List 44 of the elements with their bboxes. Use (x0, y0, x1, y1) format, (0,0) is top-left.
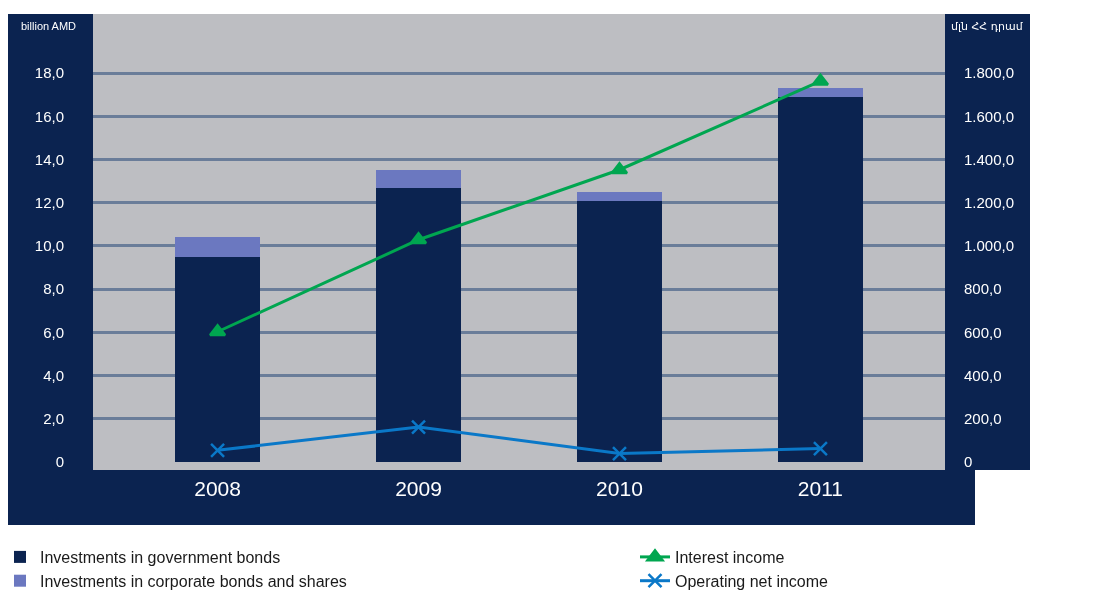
y2-tick-label: 1.600,0 (964, 107, 1015, 125)
bar (376, 187, 461, 462)
bar (175, 256, 260, 462)
y-tick-label: 8,0 (43, 280, 64, 298)
x-tick-label: 2009 (395, 477, 442, 500)
point (410, 419, 427, 435)
y2-tick-label: 0 (964, 453, 973, 471)
y-tick-label: 12,0 (34, 194, 64, 212)
y2-tick-label: 1.800,0 (964, 64, 1015, 82)
x-tick-label: 2010 (596, 477, 643, 500)
point (409, 231, 428, 245)
y2-tick-label: 800,0 (964, 280, 1002, 298)
y-tick-label: 16,0 (34, 107, 64, 125)
bar (175, 237, 260, 257)
bar (376, 170, 461, 188)
point (610, 161, 629, 175)
y2-axis-title: մլն ՀՀ դրամ (951, 20, 1024, 33)
y-tick-label: 2,0 (43, 410, 64, 428)
legend-label: Investments in corporate bonds and shares (40, 572, 347, 590)
y-tick-label: 6,0 (43, 323, 64, 341)
y-tick-label: 18,0 (34, 64, 64, 82)
y-tick-label: 4,0 (43, 366, 64, 384)
y-tick-label: 10,0 (34, 237, 64, 255)
y2-tick-label: 1.000,0 (964, 237, 1015, 255)
y-axis-title: billion AMD (21, 20, 77, 32)
legend-label: Operating net income (675, 572, 829, 590)
y2-tick-label: 1.400,0 (964, 150, 1015, 168)
bar (577, 191, 662, 201)
y2-tick-label: 400,0 (964, 366, 1002, 384)
bar (778, 88, 863, 97)
y2-tick-label: 600,0 (964, 323, 1002, 341)
point (812, 440, 829, 457)
y2-tick-label: 200,0 (964, 410, 1002, 428)
point (611, 445, 628, 462)
legend-label: Investments in government bonds (40, 549, 281, 567)
x-tick-label: 2008 (194, 477, 241, 500)
bar (577, 200, 662, 462)
y-tick-label: 14,0 (34, 150, 64, 168)
y-tick-label: 0 (55, 453, 64, 471)
y2-tick-label: 1.200,0 (964, 194, 1015, 212)
legend-label: Interest income (675, 549, 785, 567)
x-tick-label: 2011 (797, 477, 844, 500)
point (209, 442, 226, 459)
bar (778, 96, 863, 462)
